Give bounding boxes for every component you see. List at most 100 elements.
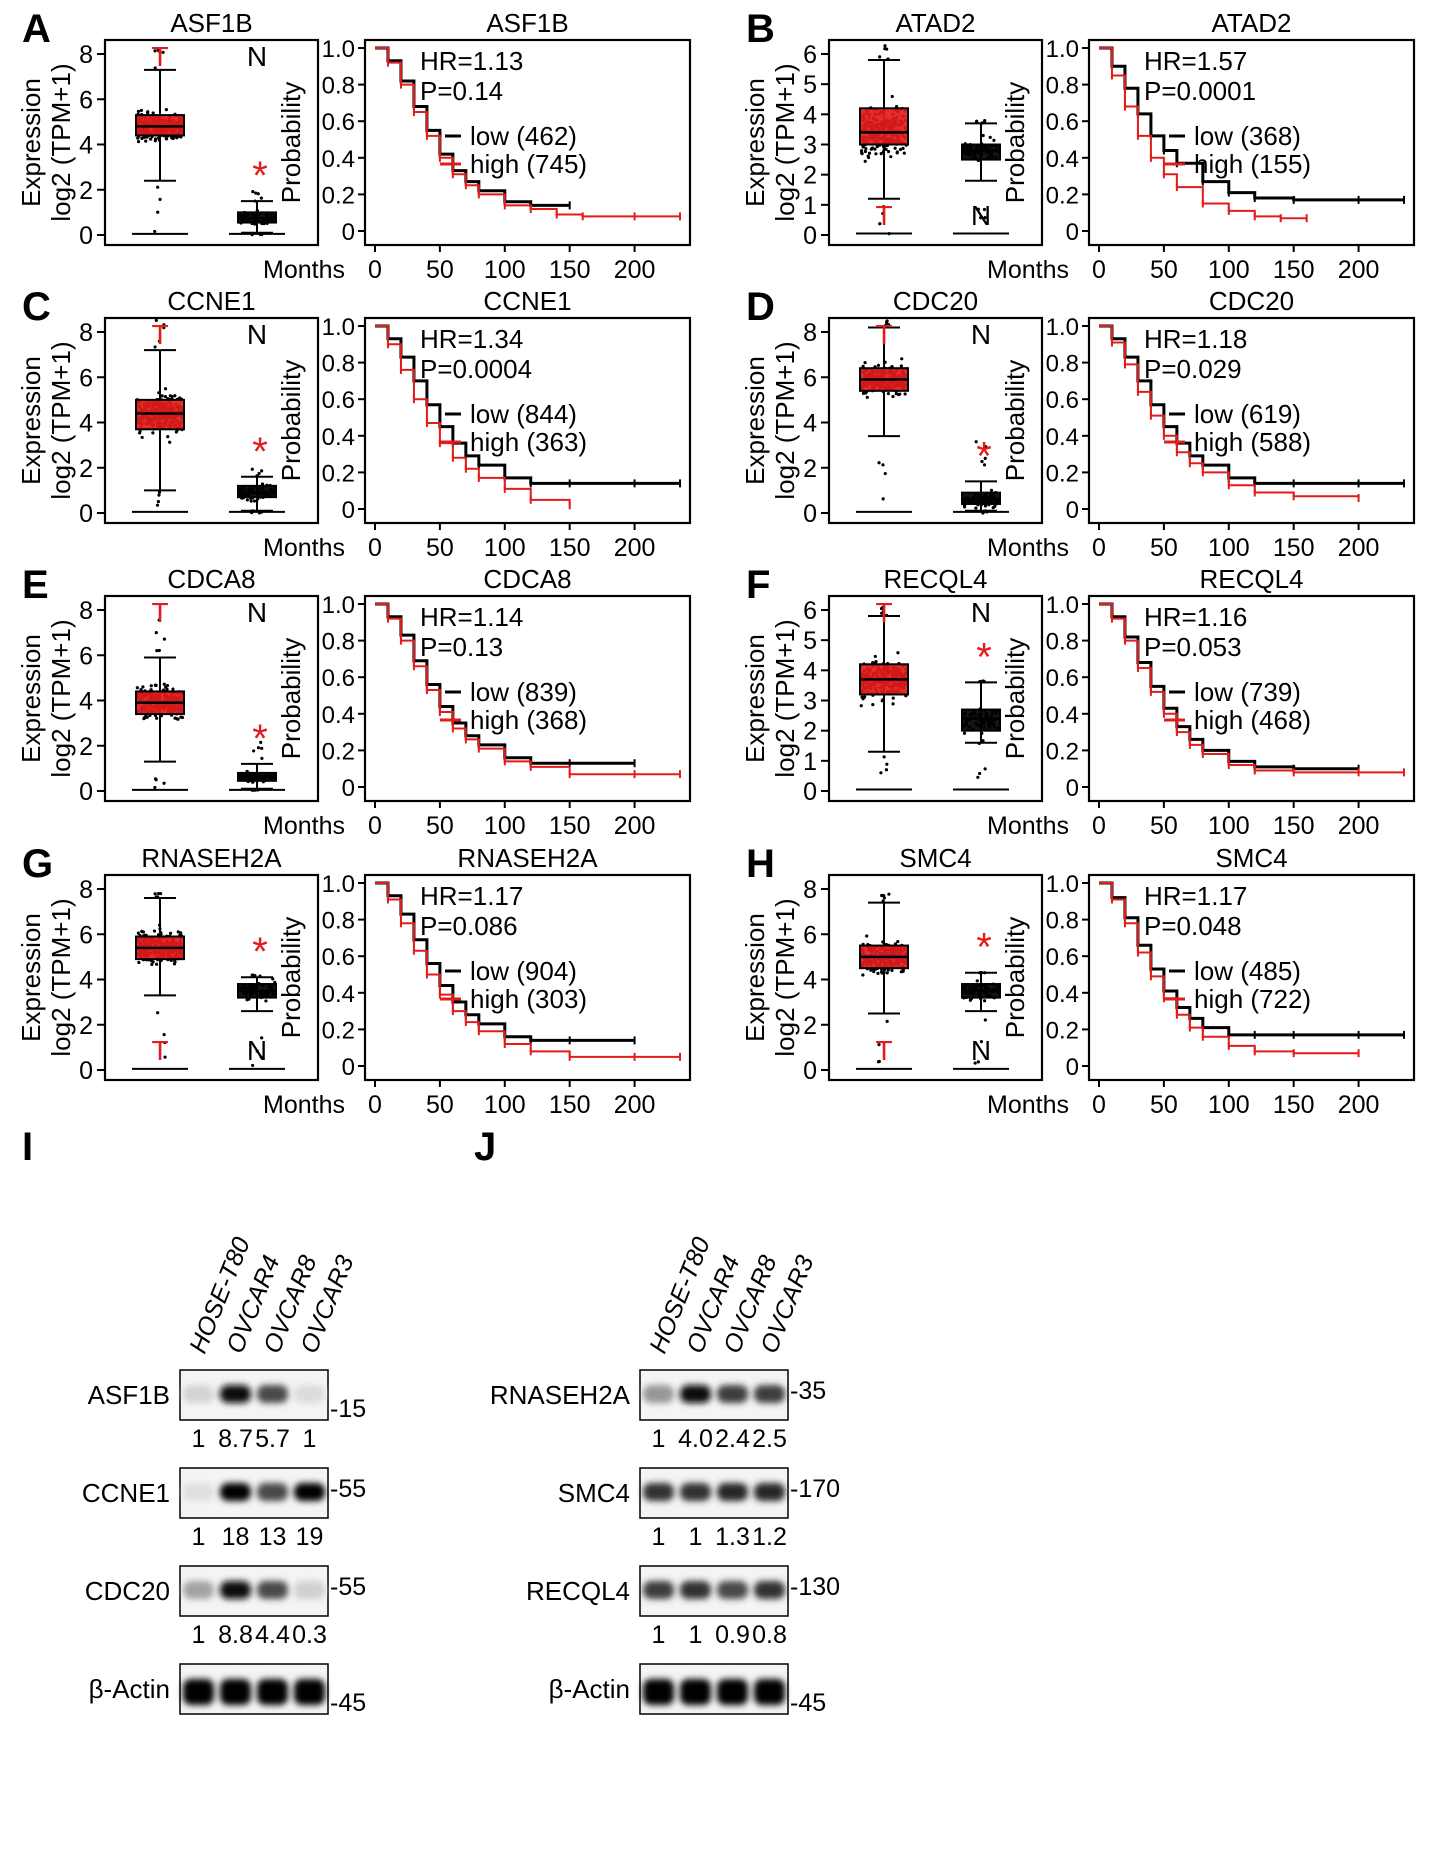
blot-quant: 18 [222,1523,250,1551]
tumor-point [896,939,900,944]
blot-quant: 1.3 [715,1523,750,1551]
blot-quant: 2.5 [752,1425,787,1453]
tumor-point [153,139,157,143]
tumor-outlier [878,222,882,226]
box-title: ATAD2 [896,8,976,38]
tumor-point [179,931,183,935]
tumor-point [881,698,885,702]
box-title: CDCA8 [167,564,255,594]
blot-quant: 5.7 [255,1425,290,1453]
tumor-outlier [876,1060,881,1064]
tumor-point [902,151,906,155]
km-ytick-label: 0.8 [1046,629,1079,656]
box-ylabel: Expressionlog2 (TPM+1) [16,63,76,221]
normal-outlier [979,971,984,975]
blot-marker: -15 [330,1395,366,1423]
km-legend-high: high (155) [1194,149,1311,179]
box-ytick-label: 8 [79,41,93,69]
tumor-point [885,971,889,975]
normal-label: N [971,1035,991,1066]
km-xtick-label: 200 [1338,1091,1380,1119]
tumor-outlier [153,345,157,349]
km-ytick-label: 0.2 [1046,460,1079,487]
tumor-point [893,146,897,150]
tumor-outlier [885,762,889,766]
blot-band [219,1385,252,1403]
km-ytick-label: 0 [1066,497,1079,524]
tumor-outlier [885,613,889,618]
blot-quant: 1 [689,1523,703,1551]
box-frame [827,594,1044,803]
tumor-point [889,155,893,159]
box-ytick-label: 0 [803,1057,817,1085]
normal-outlier [978,216,983,220]
km-xtick-label: 150 [549,1091,591,1119]
blot-quant: 2.4 [715,1425,750,1453]
normal-outlier [982,463,987,467]
box-ytick-label: 4 [803,967,817,995]
km-ytick-label: 0.6 [1046,109,1079,136]
tumor-outlier [163,1040,167,1045]
box-ylabel: Expressionlog2 (TPM+1) [16,341,76,499]
blot-band [293,1385,326,1403]
normal-outlier [976,207,981,211]
blot-quant: 1.2 [752,1523,787,1551]
box-ytick-label: 4 [803,410,817,438]
normal-point [975,979,979,983]
km-xtick-label: 100 [484,256,526,284]
tumor-point [135,686,139,690]
blot-band [679,1581,712,1599]
km-xtick-label: 50 [426,1091,454,1119]
km-xtick-label: 100 [1208,534,1250,562]
normal-outlier [976,775,980,779]
box-title: SMC4 [899,843,971,873]
box-ytick-label: 2 [79,455,93,483]
km-ytick-label: 0.4 [1046,424,1079,451]
blot-band [256,1679,289,1705]
box-ylabel: Expressionlog2 (TPM+1) [740,341,800,499]
km-hr: HR=1.18 [1144,324,1247,354]
km-frame [1087,316,1416,525]
box-ytick-label: 2 [79,1012,93,1040]
km-xtick-label: 150 [1273,812,1315,840]
box-frame [103,594,320,803]
km-hr: HR=1.13 [420,46,523,76]
tumor-label: T [875,597,892,628]
tumor-point [151,111,155,115]
tumor-point [863,149,868,154]
km-xtick-label: 150 [549,534,591,562]
tumor-point [150,962,154,967]
blot-band [716,1581,749,1599]
blot-marker: -130 [790,1573,840,1601]
normal-outlier [259,1055,263,1059]
tumor-point [866,155,871,160]
km-ytick-label: 0.2 [322,1017,355,1044]
blot-quant: 1 [652,1425,666,1453]
km-ytick-label: 0.4 [322,702,355,729]
box-ytick-label: 4 [79,132,93,160]
tumor-point [896,651,900,655]
box-ytick-label: 8 [79,876,93,904]
panel-letter: I [22,1125,33,1169]
km-ylabel: Probability [276,917,306,1038]
normal-point [264,999,268,1003]
km-ytick-label: 0.6 [322,109,355,136]
normal-box [961,708,1001,732]
tumor-point [903,392,907,396]
km-title: ASF1B [486,8,568,38]
box-ytick-label: 2 [79,733,93,761]
tumor-point [870,146,875,150]
km-ytick-label: 0.8 [322,629,355,656]
tumor-point [136,140,141,144]
tumor-point [860,151,864,155]
box-ylabel: Expressionlog2 (TPM+1) [16,898,76,1056]
blot-quant: 1 [303,1425,317,1453]
tumor-point [900,357,904,361]
tumor-point [171,136,175,141]
tumor-point [152,929,157,933]
blot-row-label: SMC4 [558,1478,630,1508]
tumor-label: T [151,1035,168,1066]
box-title: RECQL4 [883,564,987,594]
km-xtick-label: 50 [1150,1091,1178,1119]
tumor-point [891,696,895,700]
